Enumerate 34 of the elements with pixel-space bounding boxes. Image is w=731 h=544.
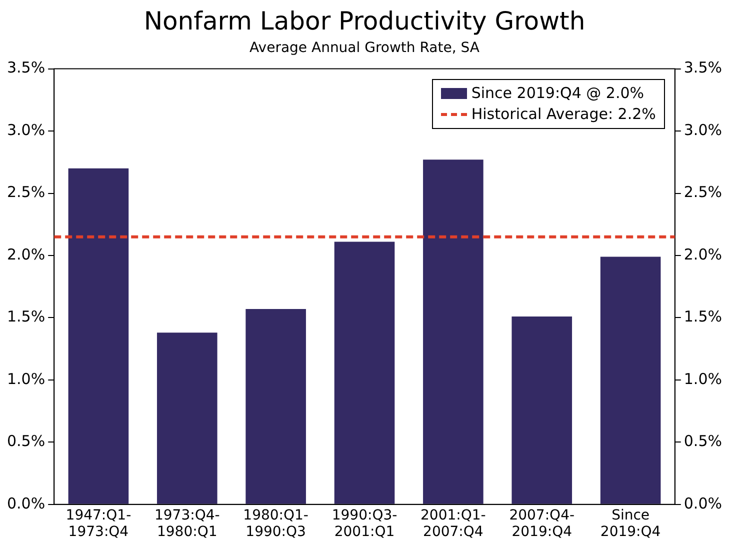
y-tick-label: 3.0%	[7, 120, 46, 139]
y2-tick-label: 0.5%	[684, 432, 722, 450]
y-tick-label: 2.0%	[7, 245, 46, 264]
x-tick-label: 1990:Q3- 2001:Q1	[332, 507, 398, 540]
legend-label: Historical Average: 2.2%	[470, 104, 656, 125]
x-tick-label: 1947:Q1- 1973:Q4	[66, 507, 132, 540]
y2-tick-label: 1.5%	[684, 308, 722, 326]
y2-tick-label: 2.0%	[684, 245, 722, 264]
y2-tick-label: 3.0%	[684, 120, 722, 139]
y-tick-label: 3.5%	[7, 58, 46, 77]
y-tick-label: 2.5%	[7, 183, 46, 202]
y2-tick-label: 0.0%	[684, 494, 722, 512]
bar	[600, 256, 661, 504]
x-tick-label: 2001:Q1- 2007:Q4	[420, 507, 486, 540]
x-tick-label: 1973:Q4- 1980:Q1	[154, 507, 220, 540]
bar	[68, 168, 129, 504]
bar	[156, 332, 218, 504]
y-tick-label: 0.5%	[7, 432, 46, 450]
y2-tick-label: 1.0%	[684, 370, 722, 388]
chart-subtitle: Average Annual Growth Rate, SA	[250, 40, 480, 56]
x-tick-label: Since 2019:Q4	[600, 507, 661, 540]
bar	[246, 309, 306, 504]
chart-title: Nonfarm Labor Productivity Growth	[144, 6, 586, 36]
y-tick-label: 1.5%	[7, 308, 46, 326]
x-tick-label: 2007:Q4- 2019:Q4	[509, 507, 575, 540]
x-tick-label: 1980:Q1- 1990:Q3	[243, 507, 308, 540]
y2-tick-label: 2.5%	[684, 183, 722, 202]
legend-label: Since 2019:Q4 @ 2.0%	[470, 82, 646, 104]
y-tick-label: 0.0%	[7, 494, 46, 512]
bar	[512, 316, 572, 504]
bar	[334, 242, 395, 504]
y-tick-label: 1.0%	[7, 370, 46, 388]
bar	[423, 160, 484, 504]
y2-tick-label: 3.5%	[684, 58, 722, 77]
